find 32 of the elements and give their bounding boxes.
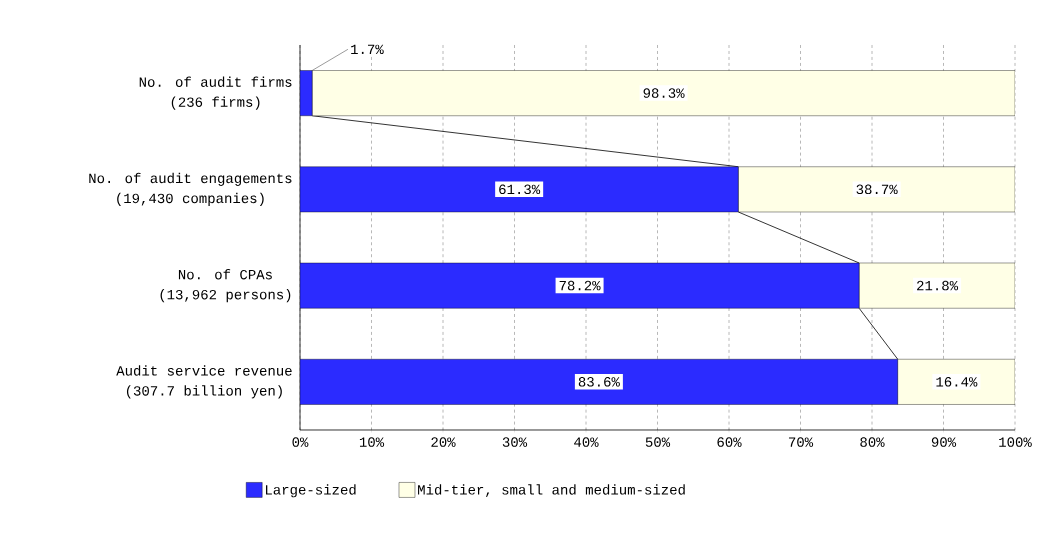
y-tick-label: Audit service revenue (307.7 billion yen) xyxy=(116,365,292,399)
bar xyxy=(858,262,1016,309)
data-label: 38.7% xyxy=(856,184,898,195)
x-tick-label: 60% xyxy=(717,437,742,447)
data-label: 1.7% xyxy=(351,44,384,55)
x-tick-label: 40% xyxy=(574,437,599,447)
x-tick-label: 50% xyxy=(645,437,671,447)
bar xyxy=(738,166,1016,213)
data-label: 98.3% xyxy=(643,88,685,98)
bar xyxy=(311,70,1016,116)
x-tick-label: 70% xyxy=(788,437,814,447)
bar xyxy=(300,166,739,213)
x-tick-label: 80% xyxy=(860,437,885,447)
y-tick-label: No. of audit engagements (19,430 companies) xyxy=(89,172,292,206)
data-label: 83.6% xyxy=(578,377,620,387)
x-tick-label: 90% xyxy=(931,437,957,447)
data-label: 21.8% xyxy=(917,280,959,291)
data-label: 61.3% xyxy=(499,184,541,195)
x-tick-label: 0% xyxy=(292,437,309,447)
legend-label: Mid-tier, small and medium-sized xyxy=(418,484,685,497)
data-label: 16.4% xyxy=(936,377,978,387)
x-tick-label: 100% xyxy=(999,437,1032,447)
bar xyxy=(897,359,1016,405)
legend-label: Large-sized xyxy=(266,484,356,498)
data-label: 78.2% xyxy=(559,280,601,291)
bar xyxy=(300,262,860,309)
y-tick-label: No. of CPAs (13,962 persons) xyxy=(160,269,291,303)
x-tick-label: 20% xyxy=(431,437,456,447)
x-tick-label: 10% xyxy=(359,437,385,447)
bar xyxy=(300,359,898,405)
y-tick-label: No. of audit firms (236 firms) xyxy=(139,76,292,110)
x-tick-label: 30% xyxy=(502,437,528,447)
